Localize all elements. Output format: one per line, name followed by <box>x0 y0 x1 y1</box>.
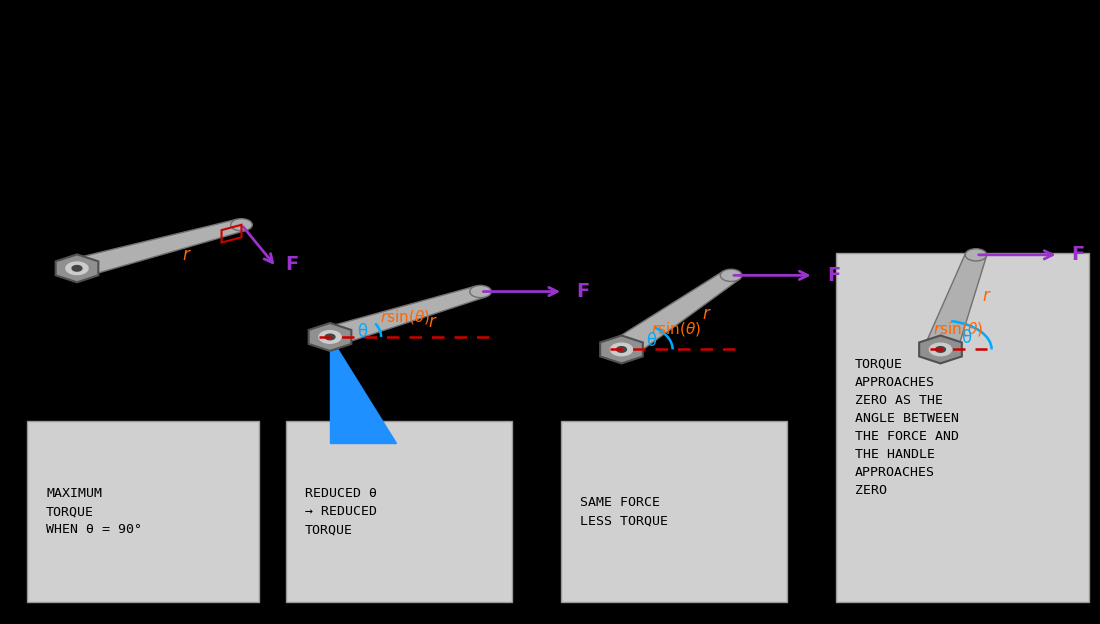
Polygon shape <box>601 336 642 363</box>
Polygon shape <box>608 271 739 356</box>
Circle shape <box>319 331 341 343</box>
Text: θ: θ <box>961 329 971 346</box>
Circle shape <box>66 262 88 275</box>
Text: MAXIMUM
TORQUE
WHEN θ = 90°: MAXIMUM TORQUE WHEN θ = 90° <box>46 487 142 536</box>
Ellipse shape <box>720 269 741 281</box>
Text: TORQUE
APPROACHES
ZERO AS THE
ANGLE BETWEEN
THE FORCE AND
THE HANDLE
APPROACHES
: TORQUE APPROACHES ZERO AS THE ANGLE BETW… <box>855 358 959 497</box>
Polygon shape <box>69 219 246 277</box>
Polygon shape <box>56 255 98 282</box>
FancyBboxPatch shape <box>286 421 512 602</box>
Text: r: r <box>183 246 189 264</box>
Text: REDUCED θ
→ REDUCED
TORQUE: REDUCED θ → REDUCED TORQUE <box>305 487 376 536</box>
Text: $r\sin(\theta)$: $r\sin(\theta)$ <box>651 320 702 338</box>
Text: θ: θ <box>647 333 657 351</box>
Circle shape <box>73 266 81 271</box>
Text: F: F <box>576 282 590 301</box>
Ellipse shape <box>470 285 492 298</box>
Text: r: r <box>703 305 710 323</box>
Ellipse shape <box>231 218 252 231</box>
FancyBboxPatch shape <box>28 421 258 602</box>
Circle shape <box>326 334 334 339</box>
FancyBboxPatch shape <box>561 421 786 602</box>
Text: $r\sin(\theta)$: $r\sin(\theta)$ <box>933 320 983 338</box>
Circle shape <box>617 347 626 352</box>
Ellipse shape <box>965 249 987 261</box>
Text: $r\sin(\theta)$: $r\sin(\theta)$ <box>381 308 430 326</box>
Circle shape <box>936 347 945 352</box>
Text: r: r <box>428 313 436 331</box>
Polygon shape <box>309 323 351 351</box>
Text: F: F <box>285 255 298 273</box>
Text: SAME FORCE
LESS TORQUE: SAME FORCE LESS TORQUE <box>580 496 668 527</box>
Text: F: F <box>827 266 840 285</box>
FancyBboxPatch shape <box>836 253 1089 602</box>
Text: r: r <box>982 286 989 305</box>
Circle shape <box>930 343 952 356</box>
Text: F: F <box>1071 245 1085 265</box>
Polygon shape <box>920 336 961 363</box>
Circle shape <box>610 343 632 356</box>
Text: θ: θ <box>358 323 367 341</box>
Polygon shape <box>924 253 987 351</box>
Polygon shape <box>322 286 485 346</box>
Polygon shape <box>330 337 396 443</box>
